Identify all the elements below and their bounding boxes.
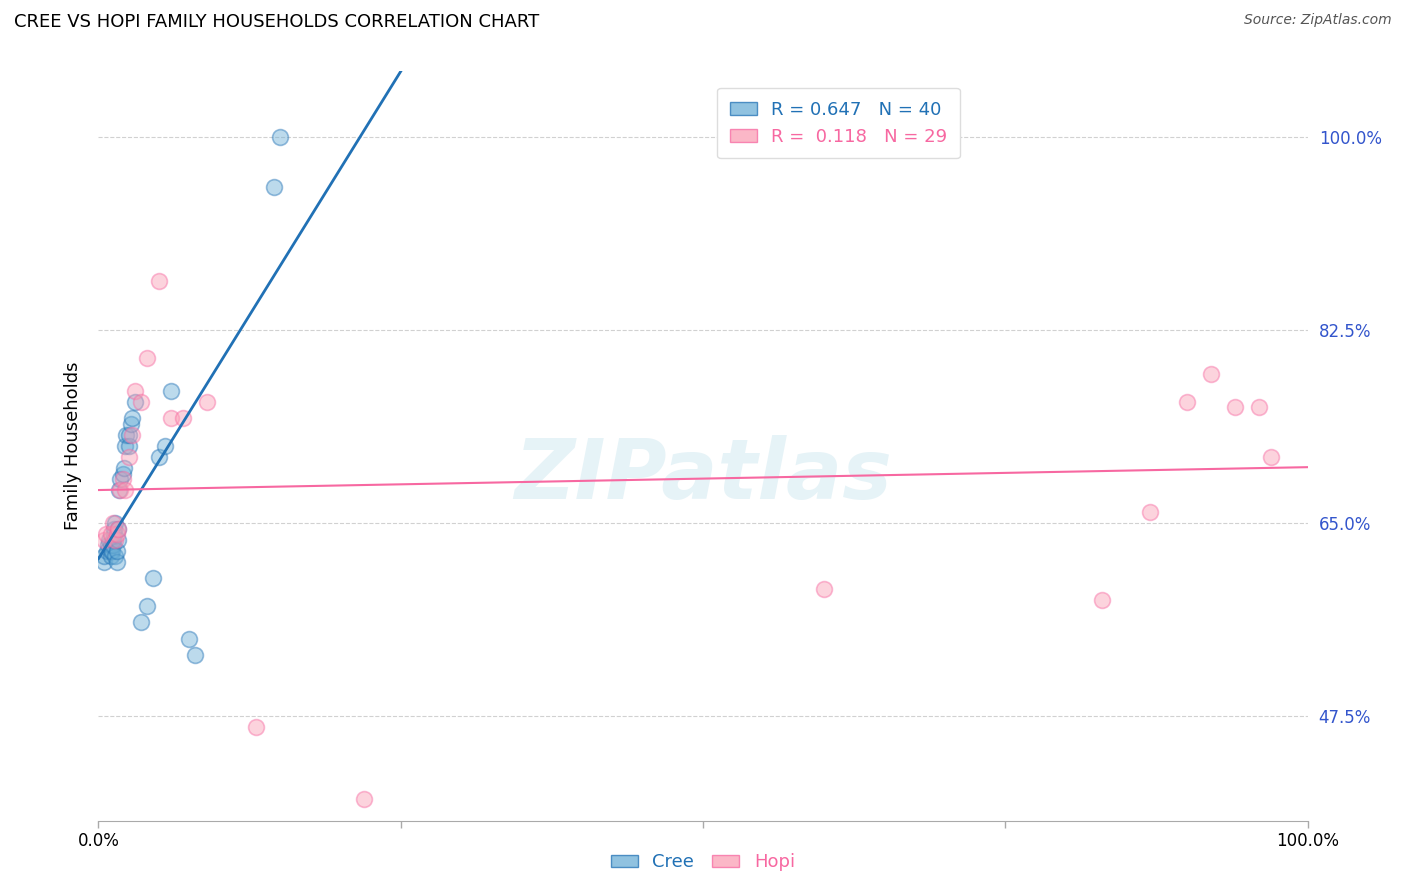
Cree (124, 395, 146, 409)
Cree (269, 130, 291, 145)
Cree (100, 543, 122, 558)
Hopi (94, 527, 117, 541)
Hopi (124, 384, 146, 398)
Cree (96, 543, 118, 558)
Hopi (1223, 401, 1246, 415)
Cree (98, 533, 121, 547)
Cree (97, 538, 120, 552)
Text: CREE VS HOPI FAMILY HOUSEHOLDS CORRELATION CHART: CREE VS HOPI FAMILY HOUSEHOLDS CORRELATI… (14, 13, 540, 31)
Hopi (1091, 593, 1114, 607)
Hopi (108, 483, 131, 497)
Cree (107, 533, 129, 547)
Hopi (1249, 401, 1271, 415)
Cree (108, 483, 131, 497)
Cree (118, 439, 141, 453)
Hopi (129, 395, 152, 409)
Hopi (121, 428, 143, 442)
Hopi (111, 472, 134, 486)
Hopi (148, 274, 170, 288)
Hopi (104, 533, 127, 547)
Cree (142, 571, 165, 585)
Hopi (105, 527, 128, 541)
Cree (129, 615, 152, 630)
Cree (100, 543, 122, 558)
Cree (121, 411, 143, 425)
Hopi (1199, 368, 1222, 382)
Legend: Cree, Hopi: Cree, Hopi (603, 847, 803, 879)
Cree (153, 439, 176, 453)
Cree (160, 384, 183, 398)
Hopi (135, 351, 157, 365)
Hopi (172, 411, 194, 425)
Hopi (107, 522, 129, 536)
Cree (100, 538, 122, 552)
Cree (118, 428, 141, 442)
Hopi (100, 527, 122, 541)
Cree (101, 533, 124, 547)
Cree (101, 538, 124, 552)
Cree (103, 527, 125, 541)
Cree (184, 648, 207, 663)
Hopi (813, 582, 835, 597)
Hopi (101, 516, 124, 530)
Hopi (1260, 450, 1282, 464)
Cree (111, 467, 134, 481)
Cree (103, 522, 125, 536)
Hopi (1139, 505, 1161, 519)
Cree (104, 516, 127, 530)
Legend: R = 0.647   N = 40, R =  0.118   N = 29: R = 0.647 N = 40, R = 0.118 N = 29 (717, 88, 960, 158)
Cree (148, 450, 170, 464)
Hopi (93, 533, 115, 547)
Text: Source: ZipAtlas.com: Source: ZipAtlas.com (1244, 13, 1392, 28)
Cree (100, 549, 122, 564)
Hopi (1175, 395, 1198, 409)
Hopi (245, 720, 267, 734)
Cree (105, 543, 128, 558)
Hopi (118, 450, 141, 464)
Y-axis label: Family Households: Family Households (65, 362, 83, 530)
Cree (179, 632, 201, 646)
Cree (108, 472, 131, 486)
Cree (115, 428, 138, 442)
Cree (93, 555, 115, 569)
Hopi (114, 483, 136, 497)
Text: ZIPatlas: ZIPatlas (515, 435, 891, 516)
Cree (107, 522, 129, 536)
Cree (105, 555, 128, 569)
Cree (112, 461, 135, 475)
Cree (120, 417, 142, 431)
Hopi (195, 395, 218, 409)
Cree (104, 549, 127, 564)
Cree (93, 549, 115, 564)
Cree (263, 180, 285, 194)
Cree (135, 599, 157, 613)
Hopi (353, 791, 375, 805)
Cree (114, 439, 136, 453)
Hopi (160, 411, 183, 425)
